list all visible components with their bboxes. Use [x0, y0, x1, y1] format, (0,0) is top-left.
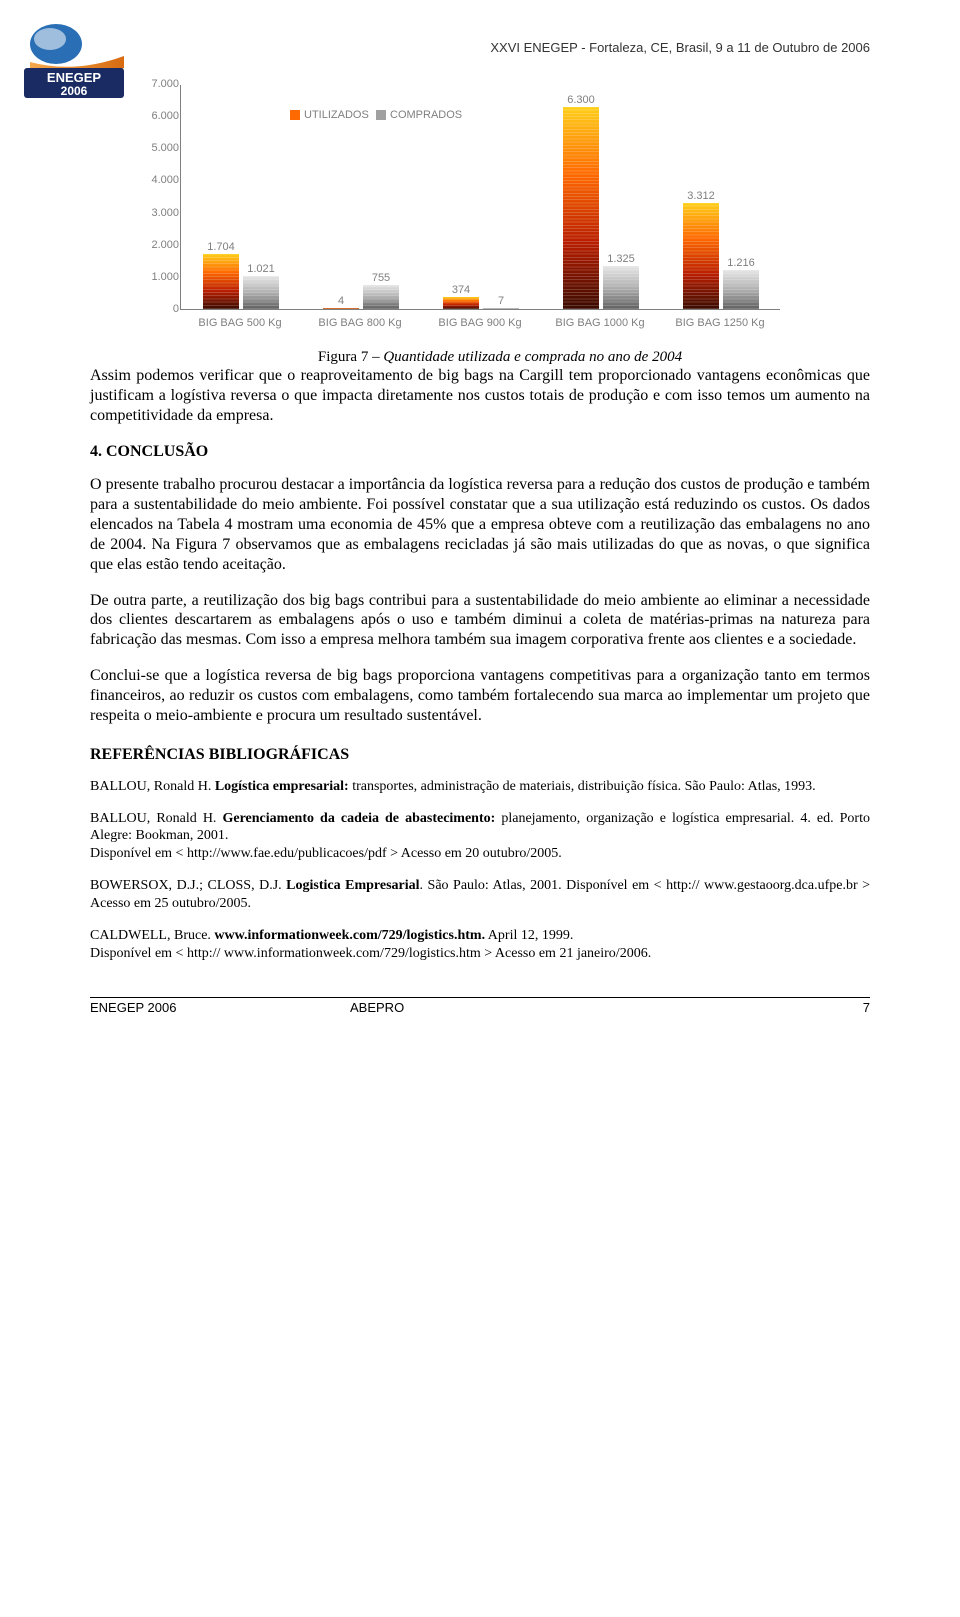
footer-page-number: 7 — [610, 1000, 870, 1015]
conference-logo: ENEGEP 2006 — [20, 14, 130, 104]
x-category-label: BIG BAG 500 Kg — [180, 317, 300, 329]
bar-chart: 01.0002.0003.0004.0005.0006.0007.0001.70… — [130, 85, 790, 345]
bar-value-label: 1.325 — [607, 253, 635, 265]
bar-comprados: 1.325 — [603, 266, 639, 309]
legend-item: UTILIZADOS — [290, 109, 369, 121]
caption-prefix: Figura 7 – — [318, 349, 383, 365]
bar-utilizados: 1.704 — [203, 254, 239, 309]
y-tick-label: 7.000 — [135, 78, 179, 90]
y-tick-label: 2.000 — [135, 239, 179, 251]
page-header: XXVI ENEGEP - Fortaleza, CE, Brasil, 9 a… — [90, 40, 870, 55]
bar-comprados: 1.021 — [243, 276, 279, 309]
bar-value-label: 7 — [498, 295, 504, 307]
conclusion-p3: Conclui-se que a logística reversa de bi… — [90, 666, 870, 725]
bar-utilizados: 6.300 — [563, 107, 599, 310]
y-tick-label: 4.000 — [135, 174, 179, 186]
page-footer: ENEGEP 2006 ABEPRO 7 — [90, 997, 870, 1015]
reference-entry: BALLOU, Ronald H. Gerenciamento da cadei… — [90, 810, 870, 864]
references-list: BALLOU, Ronald H. Logística empresarial:… — [90, 778, 870, 963]
bar-value-label: 755 — [372, 272, 390, 284]
bar-comprados: 7 — [483, 308, 519, 309]
y-tick-label: 1.000 — [135, 271, 179, 283]
bar-utilizados: 3.312 — [683, 203, 719, 309]
conclusion-p2: De outra parte, a reutilização dos big b… — [90, 591, 870, 650]
svg-text:2006: 2006 — [61, 84, 88, 98]
y-tick-label: 5.000 — [135, 142, 179, 154]
bar-value-label: 3.312 — [687, 190, 715, 202]
svg-text:ENEGEP: ENEGEP — [47, 70, 102, 85]
x-category-label: BIG BAG 1000 Kg — [540, 317, 660, 329]
bar-comprados: 1.216 — [723, 270, 759, 309]
reference-entry: BALLOU, Ronald H. Logística empresarial:… — [90, 778, 870, 796]
bar-value-label: 1.704 — [207, 241, 235, 253]
reference-entry: BOWERSOX, D.J.; CLOSS, D.J. Logistica Em… — [90, 877, 870, 913]
bar-comprados: 755 — [363, 285, 399, 309]
bar-value-label: 1.021 — [247, 263, 275, 275]
intro-paragraph: Assim podemos verificar que o reaproveit… — [90, 366, 870, 425]
bar-value-label: 374 — [452, 284, 470, 296]
document-page: ENEGEP 2006 XXVI ENEGEP - Fortaleza, CE,… — [0, 0, 960, 1045]
bar-value-label: 1.216 — [727, 257, 755, 269]
y-tick-label: 6.000 — [135, 110, 179, 122]
bar-utilizados: 4 — [323, 308, 359, 309]
bar-value-label: 4 — [338, 295, 344, 307]
conclusion-p1: O presente trabalho procurou destacar a … — [90, 475, 870, 574]
bar-utilizados: 374 — [443, 297, 479, 309]
y-tick-label: 0 — [135, 303, 179, 315]
legend-label: COMPRADOS — [390, 109, 462, 121]
x-category-label: BIG BAG 900 Kg — [420, 317, 540, 329]
legend-label: UTILIZADOS — [304, 109, 369, 121]
footer-left: ENEGEP 2006 — [90, 1000, 350, 1015]
bar-value-label: 6.300 — [567, 94, 595, 106]
reference-entry: CALDWELL, Bruce. www.informationweek.com… — [90, 927, 870, 963]
legend-item: COMPRADOS — [376, 109, 462, 121]
x-category-label: BIG BAG 800 Kg — [300, 317, 420, 329]
footer-mid: ABEPRO — [350, 1000, 610, 1015]
figure-7: 01.0002.0003.0004.0005.0006.0007.0001.70… — [90, 85, 870, 366]
section-heading-conclusion: 4. CONCLUSÃO — [90, 443, 870, 461]
x-category-label: BIG BAG 1250 Kg — [660, 317, 780, 329]
figure-caption: Figura 7 – Quantidade utilizada e compra… — [130, 349, 870, 366]
legend-swatch — [290, 110, 300, 120]
y-tick-label: 3.000 — [135, 207, 179, 219]
caption-title: Quantidade utilizada e comprada no ano d… — [383, 349, 682, 365]
legend-swatch — [376, 110, 386, 120]
plot-area: 01.0002.0003.0004.0005.0006.0007.0001.70… — [180, 85, 780, 310]
section-heading-references: REFERÊNCIAS BIBLIOGRÁFICAS — [90, 746, 870, 764]
